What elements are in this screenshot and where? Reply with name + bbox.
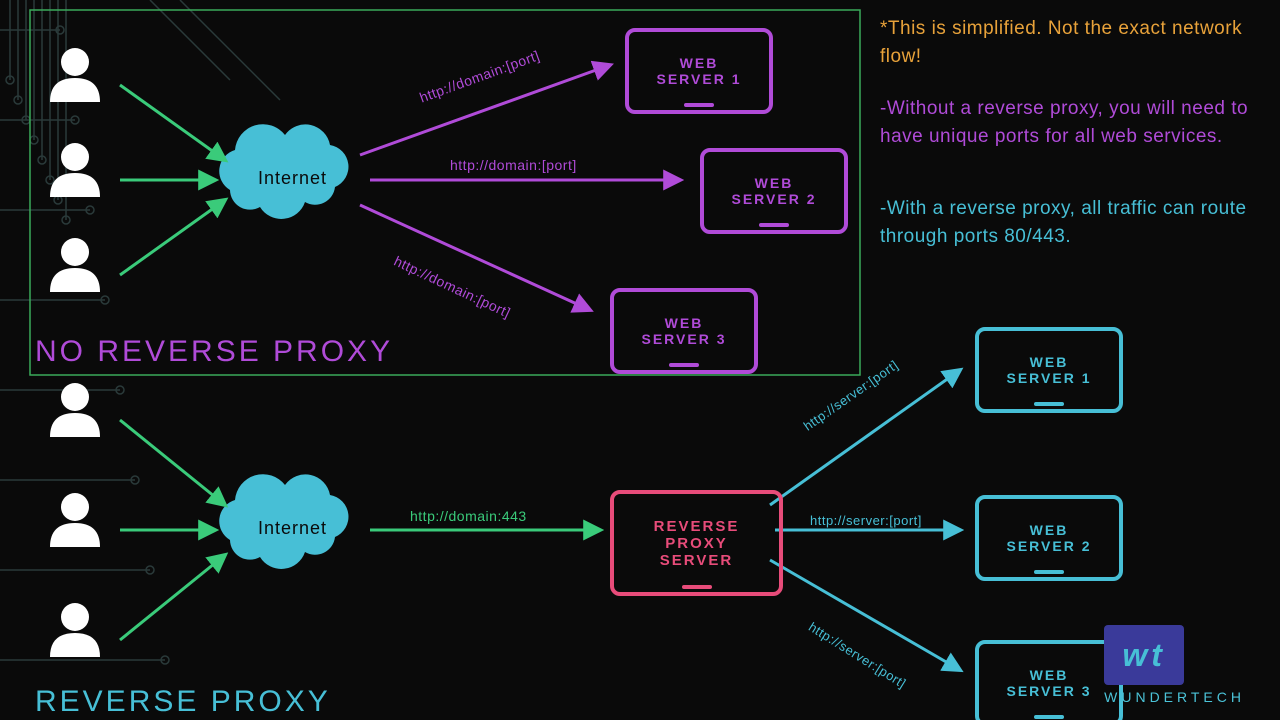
server-box: WEBSERVER 3	[610, 288, 758, 374]
section-title-top: NO REVERSE PROXY	[35, 335, 393, 369]
section-title-bottom: REVERSE PROXY	[35, 685, 331, 719]
logo-text: WUNDERTECH	[1104, 689, 1245, 705]
server-box: WEBSERVER 2	[975, 495, 1123, 581]
server-box: WEBSERVER 2	[700, 148, 848, 234]
arrow-label: http://domain:443	[410, 508, 527, 524]
server-box: WEBSERVER 1	[625, 28, 773, 114]
reverse-proxy-box: REVERSEPROXYSERVER	[610, 490, 783, 596]
note-with-proxy: -With a reverse proxy, all traffic can r…	[880, 195, 1270, 250]
note-no-proxy: -Without a reverse proxy, you will need …	[880, 95, 1270, 150]
wundertech-logo: wt WUNDERTECH	[1104, 625, 1245, 705]
note-warning: *This is simplified. Not the exact netwo…	[880, 15, 1260, 70]
arrow-label: http://server:[port]	[810, 513, 922, 528]
cloud-label: Internet	[258, 518, 327, 539]
server-box: WEBSERVER 3	[975, 640, 1123, 720]
logo-mark: wt	[1122, 637, 1166, 674]
arrow-label: http://domain:[port]	[450, 157, 577, 173]
cloud-label: Internet	[258, 168, 327, 189]
server-box: WEBSERVER 1	[975, 327, 1123, 413]
